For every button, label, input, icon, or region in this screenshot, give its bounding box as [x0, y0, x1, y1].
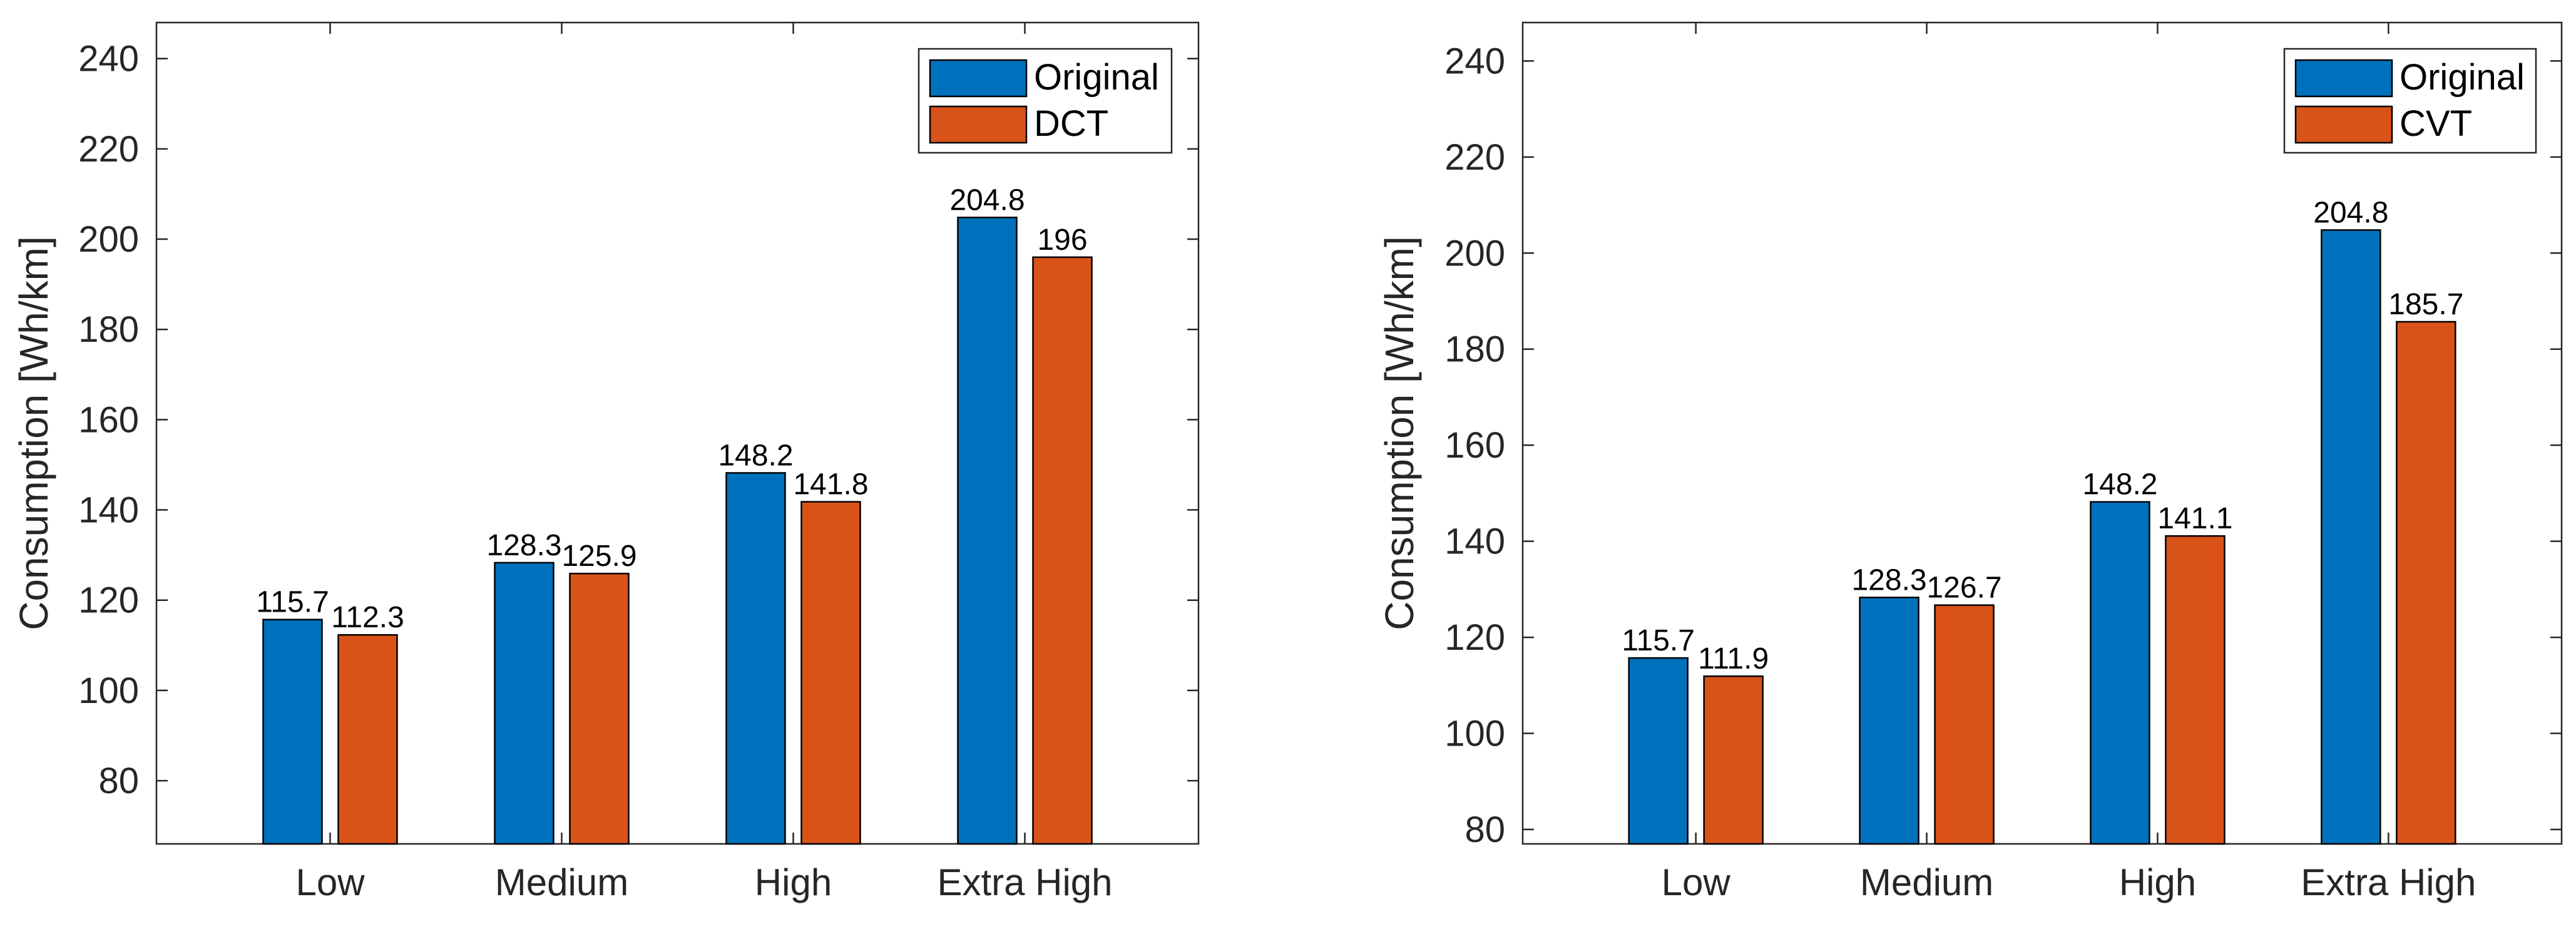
bar-dct [337, 634, 398, 845]
bar-original [2090, 501, 2150, 845]
bar-value-label: 204.8 [949, 183, 1025, 217]
bar-original [1859, 597, 1919, 845]
bar-value-label: 204.8 [2313, 196, 2388, 229]
bar-cvt [1934, 604, 1995, 845]
y-tick-label: 200 [78, 219, 139, 260]
bar-dct [569, 572, 630, 845]
bar-value-label: 125.9 [561, 540, 636, 573]
y-tick-label: 220 [1444, 137, 1505, 178]
y-tick-label: 80 [1464, 809, 1505, 850]
y-axis-label: Consumption [Wh/km] [11, 236, 56, 630]
y-tick-label: 140 [78, 490, 139, 531]
plot-area-frame [155, 21, 1200, 845]
y-tick-label: 240 [78, 39, 139, 80]
bar-original [1628, 657, 1689, 845]
bar-value-label: 196 [1037, 223, 1087, 257]
bar-value-label: 115.7 [1622, 624, 1695, 657]
x-tick-label: High [755, 861, 832, 903]
bar-value-label: 112.3 [331, 601, 404, 634]
consumption-chart-dct: 80 100 120 140 160 180 200 220 240 Consumption [W… [11, 21, 1200, 903]
y-tick-label: 160 [78, 399, 139, 440]
legend-swatch-original [2294, 59, 2393, 98]
x-tick-label: Medium [1860, 861, 1993, 903]
bar-original [957, 217, 1018, 845]
bar-value-label: 128.3 [1851, 563, 1926, 597]
y-tick-label: 120 [1444, 617, 1505, 658]
y-axis-label: Consumption [Wh/km] [1377, 236, 1422, 630]
bar-value-label: 141.8 [793, 468, 868, 501]
y-tick-label: 160 [1444, 425, 1505, 466]
y-tick-label: 120 [78, 580, 139, 621]
y-tick-label: 100 [78, 670, 139, 711]
x-tick-label: Low [295, 861, 365, 903]
bar-value-label: 148.2 [2082, 468, 2157, 501]
bar-original [725, 472, 786, 845]
bar-value-label: 141.1 [2157, 502, 2232, 535]
x-tick-label: Extra High [2301, 861, 2476, 903]
legend-label-original: Original [2400, 57, 2525, 98]
x-tick-label: Extra High [937, 861, 1112, 903]
legend-swatch-dct [929, 105, 1028, 144]
bar-value-label: 185.7 [2388, 288, 2463, 321]
bar-original [2321, 229, 2381, 845]
legend-label-cvt: CVT [2400, 103, 2472, 144]
y-tick-label: 220 [78, 129, 139, 170]
bar-dct [800, 501, 861, 845]
bar-cvt [1703, 675, 1764, 845]
plot-area-frame [1521, 21, 2563, 845]
bar-value-label: 128.3 [486, 529, 561, 562]
bar-value-label: 148.2 [718, 439, 793, 472]
bar-cvt [2396, 321, 2456, 845]
x-tick-label: High [2119, 861, 2196, 903]
y-tick-label: 80 [98, 761, 139, 801]
y-tick-label: 240 [1444, 41, 1505, 81]
legend: Original CVT [2283, 48, 2537, 154]
bar-value-label: 126.7 [1926, 572, 2001, 605]
legend-swatch-cvt [2294, 105, 2393, 144]
bar-dct [1032, 256, 1093, 845]
consumption-chart-cvt: 80 100 120 140 160 180 200 220 240 Consumption [W… [1377, 21, 2563, 903]
y-tick-label: 140 [1444, 521, 1505, 562]
x-tick-label: Low [1662, 861, 1731, 903]
bar-original [494, 562, 555, 845]
bar-value-label: 115.7 [256, 586, 329, 619]
bar-cvt [2165, 535, 2226, 845]
y-tick-label: 180 [1444, 329, 1505, 370]
x-tick-label: Medium [495, 861, 628, 903]
legend-swatch-original [929, 59, 1028, 98]
y-tick-label: 180 [78, 309, 139, 350]
bar-original [262, 618, 323, 845]
y-tick-label: 200 [1444, 233, 1505, 274]
y-tick-label: 100 [1444, 714, 1505, 754]
legend-label-original: Original [1034, 57, 1159, 98]
legend-label-dct: DCT [1034, 103, 1108, 144]
legend: Original DCT [917, 48, 1173, 154]
bar-value-label: 111.9 [1698, 642, 1769, 675]
